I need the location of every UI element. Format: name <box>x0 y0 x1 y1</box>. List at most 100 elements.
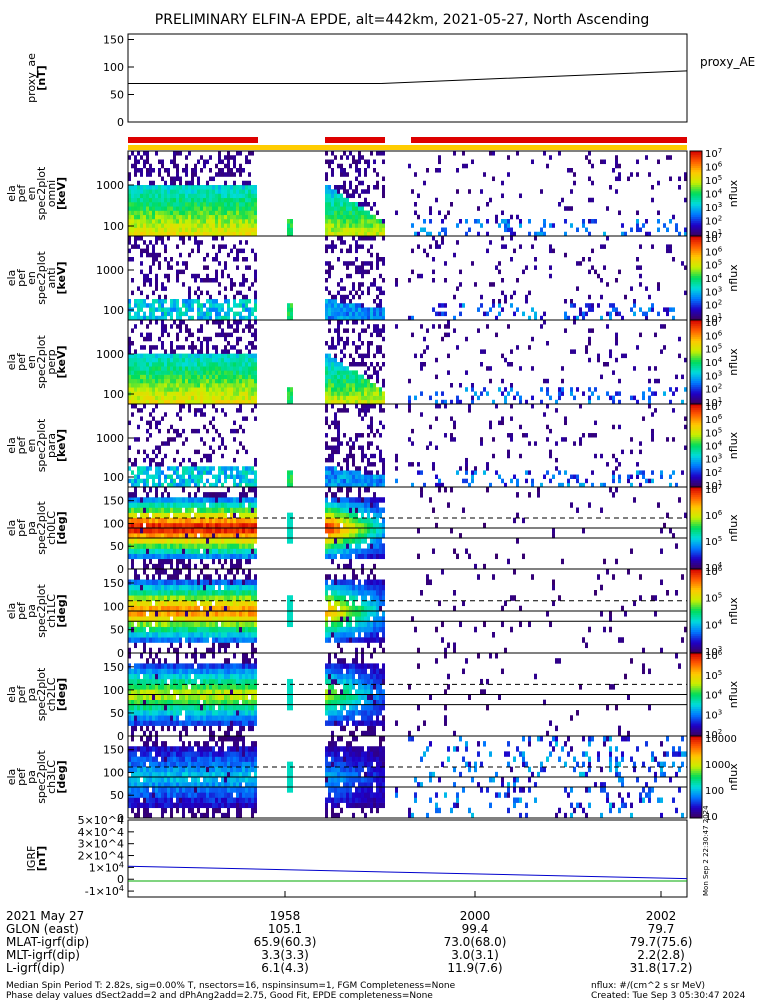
spec_para-cell <box>465 478 468 484</box>
spec_para-cell <box>248 478 251 484</box>
spec_anti-cell <box>143 315 146 321</box>
spec_perp-cell <box>254 345 257 350</box>
spec_anti-cell <box>370 311 373 317</box>
spec_omni-cell <box>170 231 173 237</box>
pa_ch0-cell <box>242 487 245 493</box>
spec_omni-cell <box>334 185 337 190</box>
spec_omni-cell <box>606 206 609 211</box>
spec_para-ylabel-4: para <box>45 433 58 458</box>
spec_anti-cell <box>328 311 331 317</box>
spec_para-cell <box>218 474 221 479</box>
pa_ch0-cell <box>432 548 435 554</box>
pa_ch0-cell <box>230 558 233 565</box>
spec_para-cell <box>176 449 179 455</box>
spec_anti-cell <box>364 315 367 321</box>
spec_perp-cell <box>167 332 170 338</box>
spec_omni-cell <box>346 214 349 220</box>
pa_ch0-cell <box>164 512 167 519</box>
spec_anti-cell <box>361 265 364 270</box>
spec_omni-cell <box>242 206 245 211</box>
spec_para-cell <box>203 424 206 430</box>
pa_ch0-cell <box>149 507 152 513</box>
spec_perp-cell <box>444 324 447 329</box>
pa_ch0-cell <box>290 522 293 529</box>
spec_anti-cell <box>134 311 137 317</box>
spec_para-cell <box>573 474 576 479</box>
spec_perp-cell <box>206 341 209 346</box>
spec_omni-cell <box>173 227 176 233</box>
pa_ch0-cell <box>233 507 236 513</box>
spec_omni-cell <box>248 202 251 207</box>
pa_ch0-cell <box>155 553 158 560</box>
pa_ch0-cell <box>230 548 233 554</box>
spec_omni-cell <box>337 219 340 224</box>
pa_ch0-cell <box>131 512 134 519</box>
spec_anti-cell <box>146 244 149 249</box>
spec_para-cell <box>346 466 349 471</box>
spec_omni-cell <box>146 159 149 165</box>
spec_perp-cell <box>678 353 681 359</box>
spec_anti-cell <box>528 315 531 321</box>
spec_perp-cell <box>414 353 417 359</box>
spec_omni-cell <box>576 227 579 233</box>
spec_perp-cell <box>197 362 200 367</box>
pa_ch1-cell <box>149 616 152 622</box>
spec_anti-cbar-cell <box>690 273 702 277</box>
spec_anti-cell <box>191 273 194 279</box>
spec_omni-cell <box>543 219 546 224</box>
pa_ch1-cell <box>128 605 131 612</box>
pa_ch1-cell <box>143 595 146 601</box>
pa_ch0-cell <box>179 533 182 539</box>
spec_anti-cell <box>242 273 245 279</box>
spec_para-cell <box>239 482 242 488</box>
spec_perp-cell <box>206 353 209 359</box>
pa_ch0-cell <box>203 497 206 503</box>
spec_para-cell <box>251 478 254 484</box>
spec_omni-cell <box>340 219 343 224</box>
spec_omni-cell <box>495 219 498 224</box>
spec_anti-cell <box>370 282 373 287</box>
spec_omni-cell <box>128 206 131 211</box>
spec_para-ylabel-1: pef <box>15 436 28 455</box>
spec_para-cell <box>328 482 331 488</box>
spec_anti-cell <box>516 307 519 312</box>
spec_anti-cell <box>164 294 167 300</box>
spec_omni-cell <box>176 206 179 211</box>
spec_perp-cell <box>248 395 251 401</box>
spec_omni-cell <box>209 176 212 182</box>
spec_para-cell <box>203 466 206 471</box>
spec_perp-cell <box>343 374 346 380</box>
spec_omni-cell <box>215 223 218 228</box>
spec_perp-cell <box>376 328 379 333</box>
spec_perp-cell <box>230 357 233 363</box>
spec_perp-cell <box>212 378 215 384</box>
pa_ch0-cell <box>328 507 331 513</box>
spec_omni-cell <box>146 223 149 228</box>
spec_perp-cell <box>248 383 251 388</box>
spec_perp-cell <box>519 366 522 371</box>
spec_anti-cell <box>209 299 212 304</box>
spec_perp-cell <box>143 362 146 367</box>
pa_ch0-cell <box>287 538 290 544</box>
spec_para-cell <box>158 449 161 455</box>
spec_para-cell <box>334 470 337 475</box>
pa_ch0-cell <box>552 533 555 539</box>
spec_perp-cell <box>164 383 167 388</box>
pa_ch0-cell <box>194 553 197 560</box>
spec_para-cell <box>438 482 441 488</box>
spec_anti-cell <box>158 315 161 321</box>
spec_omni-cell <box>137 227 140 233</box>
spec_perp-cell <box>236 387 239 392</box>
spec_perp-cbar-cell <box>690 334 702 338</box>
spec_perp-cell <box>164 357 167 363</box>
spec_perp-cell <box>364 378 367 384</box>
pa_ch0-cell <box>182 548 185 554</box>
spec_anti-cell <box>140 269 143 275</box>
pa_ch0-cell <box>173 517 176 524</box>
pa_ch0-cell <box>328 522 331 529</box>
spec_para-cell <box>564 470 567 475</box>
pa_ch0-cell <box>182 543 185 549</box>
spec_omni-cell <box>328 219 331 224</box>
spec_para-cell <box>149 412 152 417</box>
pa_ch0-cell <box>197 497 200 503</box>
